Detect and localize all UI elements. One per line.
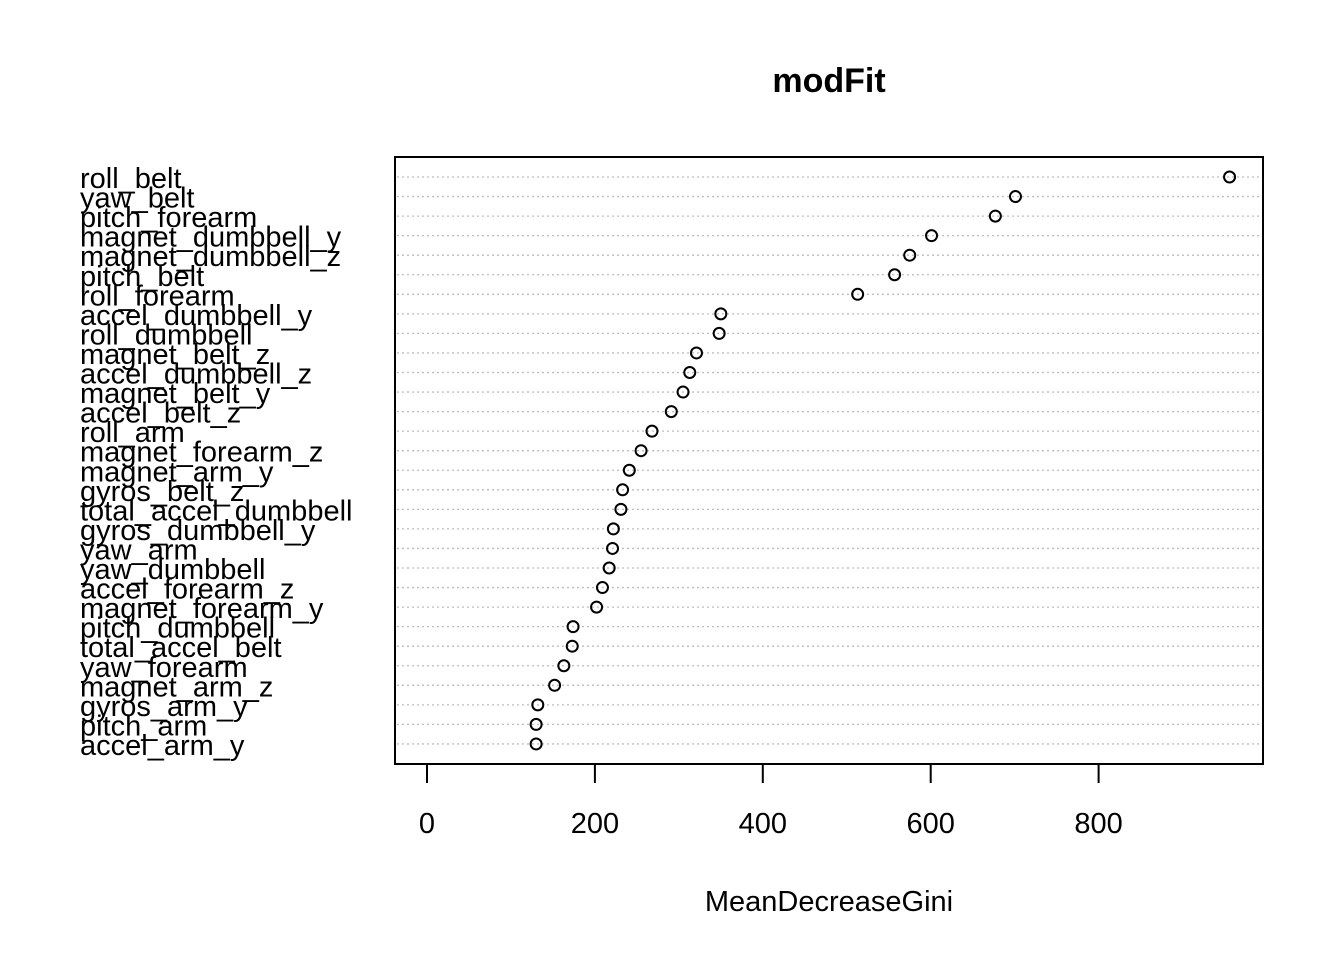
data-point: [590, 600, 604, 614]
variable-label: magnet_forearm_z: [80, 437, 323, 469]
variable-label: roll_belt: [80, 163, 182, 195]
x-tick-label: 800: [1074, 808, 1122, 840]
plot-frame: [394, 156, 1264, 765]
data-point: [634, 444, 648, 458]
variable-label: pitch_arm: [80, 710, 207, 742]
data-point: [712, 326, 726, 340]
variable-label: magnet_dumbbell_z: [80, 241, 341, 273]
variable-label: total_accel_dumbbell: [80, 495, 352, 527]
data-point: [903, 248, 917, 262]
x-axis-label: MeanDecreaseGini: [705, 886, 953, 918]
variable-label: roll_forearm: [80, 280, 235, 312]
data-point: [614, 502, 628, 516]
data-point: [888, 268, 902, 282]
data-point: [676, 385, 690, 399]
x-tick-label: 600: [907, 808, 955, 840]
data-point: [606, 522, 620, 536]
data-point: [645, 424, 659, 438]
data-point: [529, 737, 543, 751]
data-point: [595, 581, 609, 595]
data-point: [565, 639, 579, 653]
data-point: [602, 561, 616, 575]
variable-label: accel_arm_y: [80, 730, 245, 762]
variable-label: accel_belt_z: [80, 398, 241, 430]
x-tick-label: 400: [739, 808, 787, 840]
data-point: [714, 307, 728, 321]
variable-labels: roll_beltyaw_beltpitch_forearmmagnet_dum…: [80, 163, 352, 762]
data-points: [529, 170, 1237, 751]
variable-label: roll_dumbbell: [80, 319, 253, 351]
variable-label: magnet_belt_y: [80, 378, 271, 410]
data-point: [566, 620, 580, 634]
variable-label: yaw_forearm: [80, 652, 248, 684]
data-point: [988, 209, 1002, 223]
data-point: [683, 366, 697, 379]
data-point: [851, 287, 865, 301]
variable-label: magnet_forearm_y: [80, 593, 324, 625]
data-point: [531, 698, 545, 712]
variable-label: yaw_belt: [80, 183, 194, 215]
data-point: [689, 346, 703, 360]
variable-label: accel_forearm_z: [80, 574, 294, 606]
data-point: [664, 405, 678, 419]
variable-label: gyros_belt_z: [80, 476, 244, 508]
variable-label: magnet_arm_z: [80, 671, 273, 703]
data-point: [622, 463, 636, 477]
data-point: [616, 483, 630, 497]
variable-label: magnet_belt_z: [80, 339, 270, 371]
data-point: [925, 229, 939, 243]
variable-label: roll_arm: [80, 417, 185, 449]
data-point: [529, 717, 543, 731]
variable-label: accel_dumbbell_z: [80, 359, 312, 391]
variable-label: magnet_arm_y: [80, 456, 274, 488]
data-point: [1008, 190, 1022, 204]
variable-label: yaw_arm: [80, 534, 198, 566]
chart-title: modFit: [772, 62, 885, 100]
guide-lines: [397, 176, 1261, 745]
variable-label: gyros_arm_y: [80, 691, 248, 723]
variable-label: accel_dumbbell_y: [80, 300, 313, 332]
data-point: [1223, 170, 1237, 184]
variable-label: gyros_dumbbell_y: [80, 515, 316, 547]
x-tick-label: 0: [419, 808, 435, 840]
data-point: [606, 541, 620, 555]
variable-label: pitch_belt: [80, 261, 204, 293]
variable-label: magnet_dumbbell_y: [80, 222, 342, 254]
variable-label: total_accel_belt: [80, 632, 282, 664]
variable-label: pitch_forearm: [80, 202, 257, 234]
data-point: [557, 659, 571, 673]
data-point: [548, 678, 562, 692]
variable-label: pitch_dumbbell: [80, 613, 275, 645]
x-tick-label: 200: [571, 808, 619, 840]
variable-label: yaw_dumbbell: [80, 554, 265, 586]
x-axis: 0 200 400 600 800: [419, 763, 1123, 840]
